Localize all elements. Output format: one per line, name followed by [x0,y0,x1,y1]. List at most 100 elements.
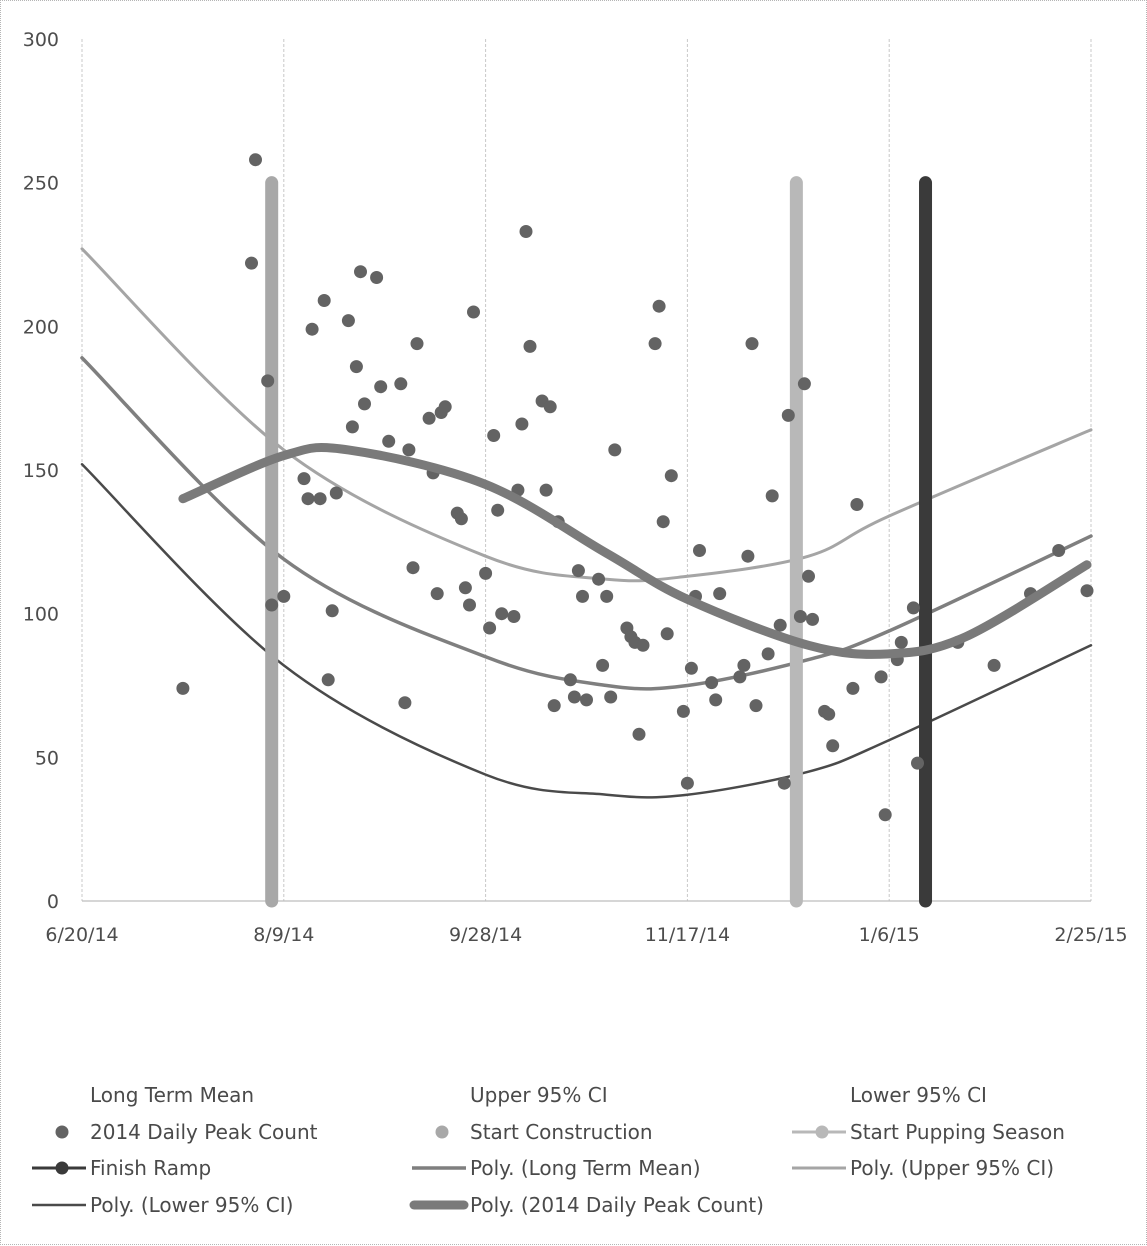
data-point [761,647,775,661]
legend-item: Poly. (Lower 95% CI) [32,1193,293,1217]
legend-label: Long Term Mean [90,1083,254,1107]
y-tick-label: 100 [23,604,59,626]
data-point [797,377,811,391]
legend-item: Start Construction [435,1120,653,1144]
data-point [906,601,920,615]
legend-label: Poly. (Upper 95% CI) [850,1156,1054,1180]
legend-label: Finish Ramp [90,1156,211,1180]
data-point [822,707,836,721]
data-point [539,483,553,497]
legend-label: Start Construction [470,1120,653,1144]
y-tick-label: 200 [23,316,59,338]
data-point [422,411,436,425]
data-point [765,489,779,503]
x-tick-label: 6/20/14 [45,924,118,946]
x-tick-label: 8/9/14 [253,924,314,946]
data-point [567,690,581,704]
legend-item: Start Pupping Season [792,1120,1065,1144]
data-point [543,400,557,414]
legend-label: 2014 Daily Peak Count [90,1120,318,1144]
data-point [402,443,416,457]
data-point [1052,544,1066,557]
data-point [345,420,359,434]
data-point [781,408,795,422]
data-point [325,604,339,618]
legend-item: Poly. (2014 Daily Peak Count) [409,1193,764,1217]
data-point [684,661,698,675]
legend-item: Finish Ramp [32,1156,211,1180]
legend-label: Poly. (2014 Daily Peak Count) [470,1193,764,1217]
x-tick-label: 2/25/15 [1054,924,1127,946]
legend-item: Poly. (Long Term Mean) [412,1156,701,1180]
data-point [458,581,472,595]
data-point [317,294,331,307]
data-point [487,429,501,442]
poly-daily-peak-line [178,442,1092,659]
data-point [745,337,759,351]
data-point [329,486,343,500]
data-point [430,587,444,601]
data-point [846,681,860,695]
y-tick-label: 250 [23,173,59,195]
data-point [596,658,610,672]
x-tick-label: 9/28/14 [449,924,522,946]
y-tick-label: 50 [35,747,59,769]
data-point [648,337,662,351]
data-point [693,544,706,557]
data-point [680,776,694,790]
data-point [576,589,589,603]
legend-marker-dot [815,1125,829,1139]
x-tick-label: 1/6/15 [859,924,920,946]
data-point [341,314,355,328]
data-point [874,670,888,684]
data-point [297,472,311,486]
data-point [321,673,335,687]
data-point [301,492,315,506]
vertical-gridlines [81,39,1092,901]
trend-curves [80,247,1093,799]
x-tick-labels: 6/20/14 8/9/14 9/28/14 11/17/14 1/6/15 2/25/1… [45,924,1127,946]
data-point [741,549,755,563]
data-point [438,400,452,414]
data-point [806,612,819,626]
data-point [454,512,468,526]
data-point [664,469,678,483]
data-point [467,305,480,319]
legend-item: Long Term Mean [90,1083,254,1107]
data-point [547,699,561,713]
data-point [911,756,924,770]
data-point [987,658,1001,672]
data-point [563,673,577,687]
data-point [354,265,367,279]
data-point [398,696,412,710]
data-point [358,397,371,411]
data-point [793,610,807,623]
legend-marker-dot [435,1125,449,1139]
poly-lower-ci-line [80,463,1093,799]
data-point [463,598,476,612]
legend-item: Lower 95% CI [850,1083,987,1107]
data-point [261,374,275,388]
data-point [519,225,533,238]
legend-marker-dot [55,1125,69,1139]
data-point [632,727,646,741]
data-point [410,337,424,351]
data-point [1080,584,1094,598]
data-point [305,322,319,336]
data-point [571,564,585,578]
legend-item: Upper 95% CI [470,1083,608,1107]
data-point [749,699,763,713]
data-point [491,503,505,517]
data-point [777,776,791,790]
data-point [479,566,493,580]
data-point [802,569,815,583]
legend-label: Poly. (Long Term Mean) [470,1156,701,1180]
data-point [176,681,190,695]
data-point [878,808,892,822]
data-point [826,739,840,753]
legend: Long Term Mean Upper 95% CI Lower 95% CI 20… [32,1083,1065,1217]
data-point [773,618,787,632]
legend-marker-dot [55,1161,69,1175]
